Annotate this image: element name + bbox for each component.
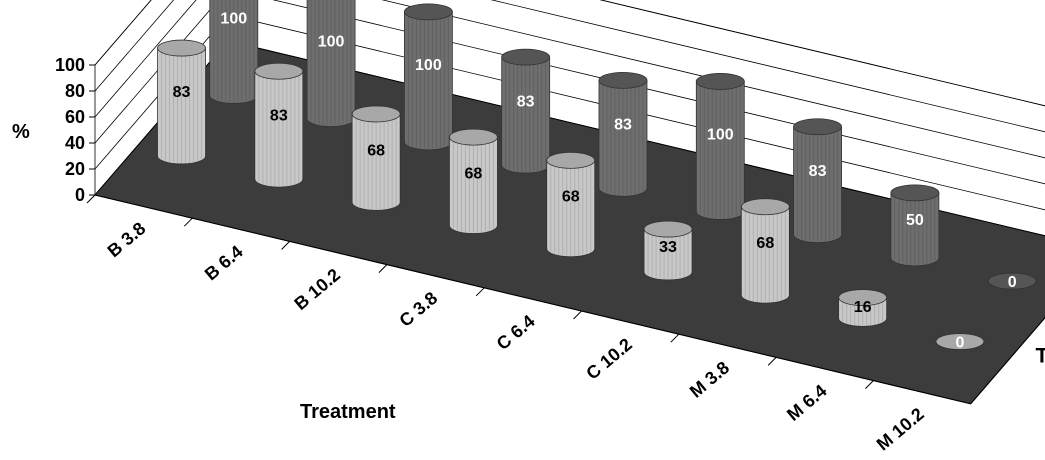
bar: 83 <box>157 39 206 165</box>
y-tick-label: 100 <box>55 55 85 75</box>
bar-top <box>351 105 401 123</box>
bar: 83 <box>501 48 551 174</box>
bar-body <box>793 126 842 244</box>
bar: 100 <box>695 73 745 220</box>
bar-top <box>157 39 206 57</box>
y-axis-ticks: 0 20 40 60 80 100 <box>55 55 95 205</box>
bar-body <box>351 113 401 211</box>
bar-top <box>987 272 1037 290</box>
y-axis-title: % <box>12 121 30 143</box>
category-label: M 6.4 <box>783 381 830 425</box>
bar: 83 <box>793 118 842 244</box>
data-label: 50 <box>906 212 924 229</box>
category-label: M 10.2 <box>873 404 928 455</box>
bar: 68 <box>449 128 498 234</box>
bar: 100 <box>209 0 259 104</box>
data-label: 68 <box>562 189 580 206</box>
category-label: C 6.4 <box>493 311 539 354</box>
category-label: B 3.8 <box>104 218 150 261</box>
data-label: 83 <box>270 107 288 124</box>
bar: 68 <box>740 198 790 304</box>
bar-body <box>157 47 206 165</box>
x-tick-mark <box>378 264 388 273</box>
y-tick-label: 0 <box>75 185 85 205</box>
bar-body <box>740 206 790 304</box>
bar-top <box>740 198 790 216</box>
bar-body <box>643 228 693 281</box>
category-label: M 3.8 <box>686 357 733 401</box>
data-label: 100 <box>415 57 442 74</box>
x-axis-line <box>94 194 971 405</box>
data-label: 68 <box>465 166 483 183</box>
data-label: 83 <box>517 93 535 110</box>
data-label: 16 <box>854 299 872 316</box>
x-tick-mark <box>281 241 290 250</box>
category-label: B 6.4 <box>201 241 247 284</box>
series-label: Thriving <box>1035 344 1045 367</box>
bar-top <box>254 62 304 80</box>
y-tick-label: 60 <box>65 107 85 127</box>
y-tick-label: 20 <box>65 159 85 179</box>
bar: 16 <box>838 289 888 327</box>
gridline <box>94 0 1045 133</box>
bar-top <box>935 333 985 350</box>
data-label: 0 <box>955 335 964 352</box>
category-label: B 10.2 <box>290 265 343 314</box>
bar: 68 <box>546 151 596 258</box>
gridline <box>94 0 1045 159</box>
x-tick-mark <box>86 194 96 204</box>
bar-top <box>838 289 888 306</box>
bar: 100 <box>403 3 453 151</box>
series-axis-labels: ThrivingLiving <box>1035 344 1045 367</box>
x-tick-mark <box>670 333 680 343</box>
y-tick-label: 80 <box>65 81 85 101</box>
bar-top <box>890 184 940 202</box>
y-tick-label: 40 <box>65 133 85 153</box>
bar-top <box>643 220 693 238</box>
bar: 100 <box>306 0 356 128</box>
data-label: 83 <box>809 163 827 180</box>
x-tick-mark <box>183 217 193 227</box>
bar-top <box>793 118 842 136</box>
bar: 0 <box>987 272 1037 291</box>
bar: 68 <box>351 105 401 211</box>
bar-top <box>501 48 551 66</box>
x-tick-mark <box>573 310 582 320</box>
data-label: 68 <box>756 235 774 252</box>
x-tick-mark <box>865 380 874 389</box>
bar-top <box>695 73 745 90</box>
data-label: 68 <box>367 142 385 159</box>
data-label: 100 <box>220 10 247 27</box>
bar-top <box>598 71 648 89</box>
bar-body <box>546 159 596 258</box>
x-tick-mark <box>767 357 777 366</box>
data-label: 83 <box>614 117 632 134</box>
bar-body <box>449 136 498 234</box>
bar: 50 <box>890 184 940 267</box>
depth-axis-line <box>970 317 1045 405</box>
category-label: C 3.8 <box>395 288 441 331</box>
bars-layer: 0 50 83 100 83 83 100 100 100 0 16 68 33 68 68 68 83 83 <box>157 0 1037 352</box>
x-tick-mark <box>475 287 485 297</box>
data-label: 83 <box>173 84 191 101</box>
bar: 33 <box>643 220 693 281</box>
data-label: 33 <box>659 239 677 256</box>
data-label: 0 <box>1008 274 1017 291</box>
bar-top <box>546 151 596 169</box>
bar-top <box>403 3 453 21</box>
category-label: C 10.2 <box>582 334 635 383</box>
bar: 83 <box>254 62 304 188</box>
data-label: 100 <box>318 34 345 51</box>
data-label: 100 <box>707 126 734 143</box>
bar-body <box>598 79 648 197</box>
gridline <box>94 0 1045 107</box>
bar: 83 <box>598 71 648 197</box>
bar-body <box>890 192 940 267</box>
bar-top <box>449 128 498 146</box>
bar: 0 <box>935 333 985 352</box>
x-axis-title: Treatment <box>300 401 396 423</box>
bar-body <box>254 70 304 188</box>
